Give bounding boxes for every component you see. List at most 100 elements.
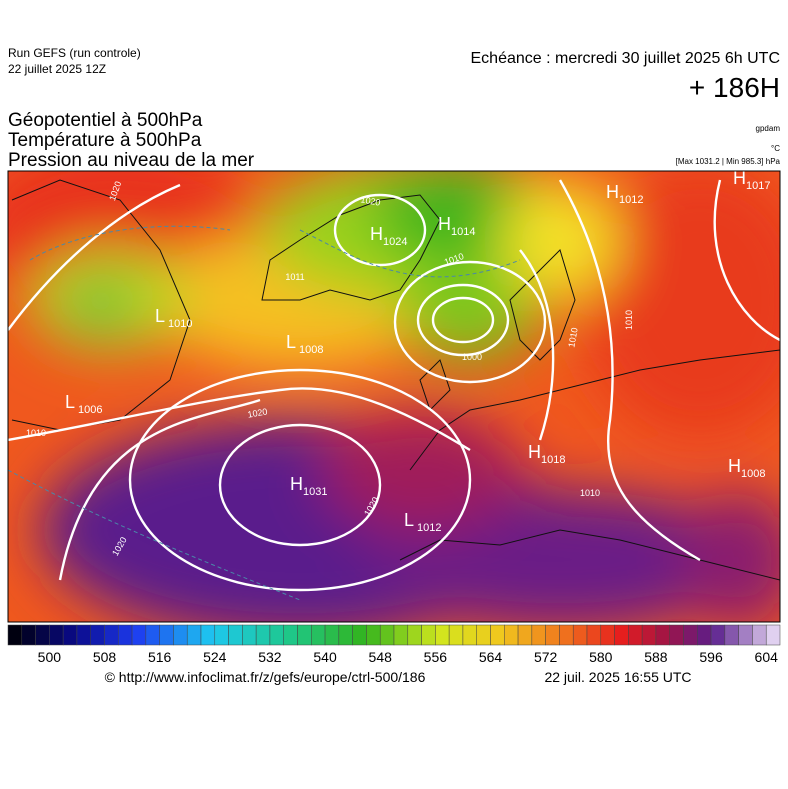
colorbar-swatch — [393, 624, 409, 646]
colorbar-swatch — [559, 624, 574, 646]
contour-label: 1010 — [566, 327, 579, 348]
colorbar-label: 524 — [203, 649, 227, 665]
center-value: 1006 — [78, 404, 102, 416]
colorbar-swatch — [186, 624, 202, 646]
colorbar-label: 540 — [313, 649, 337, 665]
colorbar-swatch — [517, 624, 533, 646]
center-letter: H — [606, 182, 619, 202]
colorbar-swatch — [448, 624, 464, 646]
center-letter: H — [438, 214, 451, 234]
colorbar-label: 508 — [93, 649, 117, 665]
unit-label: gpdam — [756, 124, 781, 133]
run-label: Run GEFS (run controle) — [8, 46, 141, 60]
colorbar-swatch — [614, 624, 629, 646]
colorbar-swatch — [76, 624, 91, 646]
center-letter: L — [286, 332, 296, 352]
colorbar-swatch — [338, 624, 353, 646]
isotherms — [8, 225, 521, 601]
colorbar-swatch — [738, 624, 753, 646]
map-frame — [7, 170, 781, 623]
colorbar-swatch — [600, 624, 615, 646]
unit-label: °C — [771, 144, 780, 153]
colorbar-swatch — [710, 624, 726, 646]
colorbar-swatch — [49, 624, 64, 646]
colorbar-swatch — [462, 624, 477, 646]
footer-url: © http://www.infoclimat.fr/z/gefs/europe… — [105, 669, 426, 685]
center-letter: H — [370, 224, 383, 244]
colorbar-label: 588 — [644, 649, 668, 665]
center-value: 1010 — [168, 318, 192, 330]
colorbar-label: 556 — [424, 649, 448, 665]
colorbar-swatch — [586, 624, 602, 646]
colorbar-label: 564 — [479, 649, 503, 665]
colorbar-swatch — [655, 624, 670, 646]
colorbar-label: 580 — [589, 649, 613, 665]
colorbar-swatch — [697, 624, 712, 646]
colorbar-label: 596 — [699, 649, 723, 665]
colorbar-swatch — [131, 624, 147, 646]
colorbar-swatch — [669, 624, 684, 646]
colorbar-swatch — [214, 624, 229, 646]
colorbar-swatch — [545, 624, 560, 646]
center-value: 1012 — [417, 522, 441, 534]
colorbar-swatch — [297, 624, 312, 646]
colorbar-swatch — [104, 624, 119, 646]
colorbar-swatch — [283, 624, 298, 646]
colorbar-swatch — [228, 624, 243, 646]
colorbar-swatch — [490, 624, 505, 646]
contour-label: 1010 — [580, 488, 600, 498]
title: Géopotentiel à 500hPa — [8, 110, 203, 131]
isobars — [8, 179, 780, 592]
colorbar-swatch — [641, 624, 657, 646]
colorbar-swatch — [572, 624, 588, 646]
contour-label: 1000 — [462, 352, 482, 362]
colorbar-swatch — [90, 624, 105, 646]
title: Température à 500hPa — [8, 130, 202, 151]
colorbar-swatch — [118, 624, 133, 646]
center-value: 1018 — [541, 454, 565, 466]
title: Pression au niveau de la mer — [8, 150, 255, 171]
center-letter: H — [728, 456, 741, 476]
colorbar-swatch — [255, 624, 271, 646]
colorbar-swatch — [724, 624, 739, 646]
center-value: 1012 — [619, 194, 643, 206]
colorbar-label: 532 — [258, 649, 282, 665]
colorbar-label: 548 — [369, 649, 393, 665]
colorbar-swatch — [765, 624, 781, 646]
colorbar-swatch — [21, 624, 36, 646]
run-date: 22 juillet 2025 12Z — [8, 62, 106, 76]
colorbar-swatch — [269, 624, 284, 646]
contour-label: 1020 — [360, 194, 381, 207]
colorbar-swatch — [145, 624, 160, 646]
colorbar-swatch — [628, 624, 643, 646]
center-letter: H — [733, 168, 746, 188]
center-letter: L — [65, 392, 75, 412]
center-value: 1017 — [746, 180, 770, 192]
colorbar-swatch — [504, 624, 519, 646]
colorbar-swatch — [62, 624, 78, 646]
contour-label: 1011 — [285, 272, 304, 282]
colorbar-label: 516 — [148, 649, 172, 665]
colorbar-swatch — [421, 624, 436, 646]
center-value: 1008 — [741, 468, 765, 480]
colorbar-swatch — [531, 624, 546, 646]
center-value: 1008 — [299, 344, 323, 356]
echeance: Echéance : mercredi 30 juillet 2025 6h U… — [471, 50, 781, 67]
colorbar-swatch — [752, 624, 767, 646]
colorbar-swatch — [242, 624, 257, 646]
unit-label: [Max 1031.2 | Min 985.3] hPa — [676, 157, 781, 166]
colorbar-swatch — [476, 624, 491, 646]
center-letter: H — [528, 442, 541, 462]
center-value: 1024 — [383, 236, 407, 248]
colorbar-swatch — [352, 624, 367, 646]
colorbar-swatch — [324, 624, 340, 646]
lead-time: + 186H — [689, 72, 780, 103]
colorbar-swatch — [173, 624, 188, 646]
colorbar-swatch — [159, 624, 174, 646]
footer-date: 22 juil. 2025 16:55 UTC — [544, 669, 691, 685]
center-value: 1014 — [451, 226, 475, 238]
